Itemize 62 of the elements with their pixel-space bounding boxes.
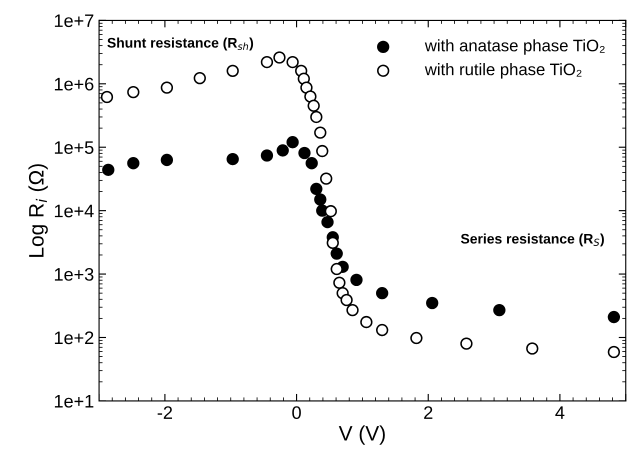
point bbox=[410, 332, 423, 344]
point bbox=[306, 157, 318, 170]
point bbox=[127, 157, 140, 170]
point bbox=[310, 182, 322, 196]
point bbox=[260, 56, 274, 68]
point bbox=[333, 276, 346, 289]
point bbox=[304, 90, 317, 103]
point bbox=[298, 146, 311, 160]
point bbox=[326, 236, 339, 250]
point bbox=[493, 304, 506, 316]
point bbox=[160, 154, 174, 166]
annotation: Series resistance (R$_{S}$) bbox=[460, 233, 604, 246]
point bbox=[376, 287, 388, 300]
point bbox=[346, 304, 359, 316]
point bbox=[226, 64, 239, 78]
point bbox=[350, 274, 363, 286]
x-axis-title: V (V) bbox=[338, 425, 385, 445]
point bbox=[608, 310, 620, 324]
point bbox=[260, 149, 274, 162]
point bbox=[330, 262, 343, 276]
x-tick-label: 2 bbox=[424, 406, 432, 419]
y-tick-label: 1e+4 bbox=[54, 204, 94, 218]
x-tick-label: 4 bbox=[555, 406, 564, 419]
point bbox=[321, 216, 334, 228]
y-tick-label: 1e+1 bbox=[54, 395, 94, 408]
point bbox=[273, 51, 286, 64]
point bbox=[526, 342, 538, 355]
point bbox=[330, 247, 343, 260]
point bbox=[300, 81, 313, 94]
point bbox=[100, 90, 114, 104]
y-axis-title: Log R$_{i}$ (Ω) bbox=[28, 164, 48, 257]
point bbox=[324, 205, 337, 218]
point bbox=[360, 316, 372, 328]
point bbox=[286, 136, 299, 148]
y-tick-label: 1e+7 bbox=[54, 14, 94, 28]
y-tick-label: 1e+5 bbox=[54, 141, 94, 154]
y-tick-label: 1e+3 bbox=[54, 268, 94, 281]
point bbox=[286, 56, 299, 68]
point bbox=[127, 86, 140, 98]
point bbox=[320, 172, 332, 185]
point bbox=[314, 193, 326, 206]
point bbox=[160, 81, 174, 94]
legend-label: with anatase phase TiO₂ bbox=[424, 39, 605, 55]
point bbox=[426, 296, 438, 310]
point bbox=[226, 152, 239, 166]
point bbox=[194, 72, 206, 84]
point bbox=[276, 144, 289, 157]
y-tick-label: 1e+6 bbox=[54, 78, 94, 91]
point bbox=[340, 294, 353, 306]
point bbox=[308, 100, 320, 112]
y-tick-label: 1e+2 bbox=[54, 331, 94, 344]
x-tick-label: -2 bbox=[158, 406, 172, 419]
point bbox=[102, 164, 114, 176]
legend-label: with rutile phase TiO₂ bbox=[424, 63, 582, 79]
point bbox=[310, 110, 322, 124]
point bbox=[316, 144, 328, 158]
point bbox=[376, 324, 388, 336]
x-tick-label: 0 bbox=[292, 406, 301, 420]
point bbox=[314, 126, 326, 139]
annotation: Shunt resistance (R$_{sh}$) bbox=[107, 38, 254, 50]
point bbox=[608, 346, 620, 358]
point bbox=[460, 337, 473, 350]
